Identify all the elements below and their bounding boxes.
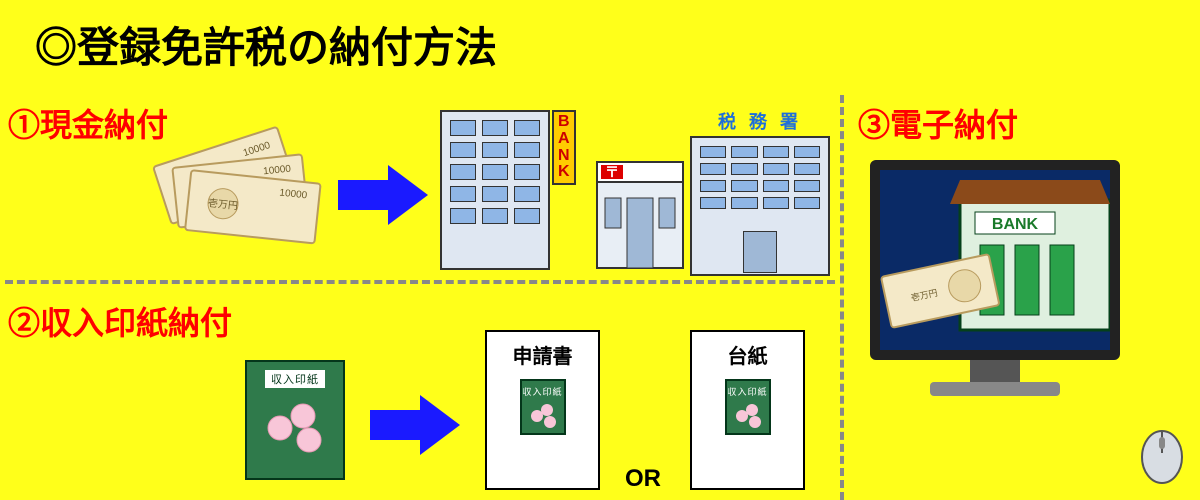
bank-sign: BANK bbox=[552, 110, 576, 185]
section2-heading: ②収入印紙納付 bbox=[8, 298, 232, 344]
computer-icon: BANK 壱万円 bbox=[870, 160, 1120, 440]
mount-document-icon: 台紙 収入印紙 bbox=[690, 330, 805, 490]
application-document-icon: 申請書 収入印紙 bbox=[485, 330, 600, 490]
horizontal-divider bbox=[5, 280, 835, 284]
post-office-icon: 〒 bbox=[595, 160, 685, 270]
cash-bills-icon: 10000 10000 壱万円 10000 bbox=[150, 120, 325, 250]
office-building-icon bbox=[440, 110, 550, 270]
doc2-label: 台紙 bbox=[728, 340, 768, 369]
arrow-icon bbox=[338, 165, 428, 230]
section1-heading: ①現金納付 bbox=[8, 100, 168, 146]
vertical-divider bbox=[840, 95, 844, 500]
svg-text:BANK: BANK bbox=[992, 216, 1039, 233]
section3-heading: ③電子納付 bbox=[858, 100, 1018, 146]
infographic-canvas: ◎登録免許税の納付方法 ①現金納付 10000 10000 壱万円 10000 bbox=[0, 0, 1200, 500]
tax-office-icon: 税 務 署 bbox=[690, 108, 830, 273]
or-connector: OR bbox=[625, 465, 661, 493]
tax-office-label: 税 務 署 bbox=[690, 108, 830, 134]
svg-text:〒: 〒 bbox=[605, 164, 619, 180]
mouse-icon bbox=[1135, 425, 1190, 490]
arrow-icon bbox=[370, 395, 460, 460]
revenue-stamp-icon: 収入印紙 bbox=[245, 360, 345, 480]
doc1-label: 申請書 bbox=[513, 340, 573, 369]
main-title: ◎登録免許税の納付方法 bbox=[35, 14, 497, 75]
